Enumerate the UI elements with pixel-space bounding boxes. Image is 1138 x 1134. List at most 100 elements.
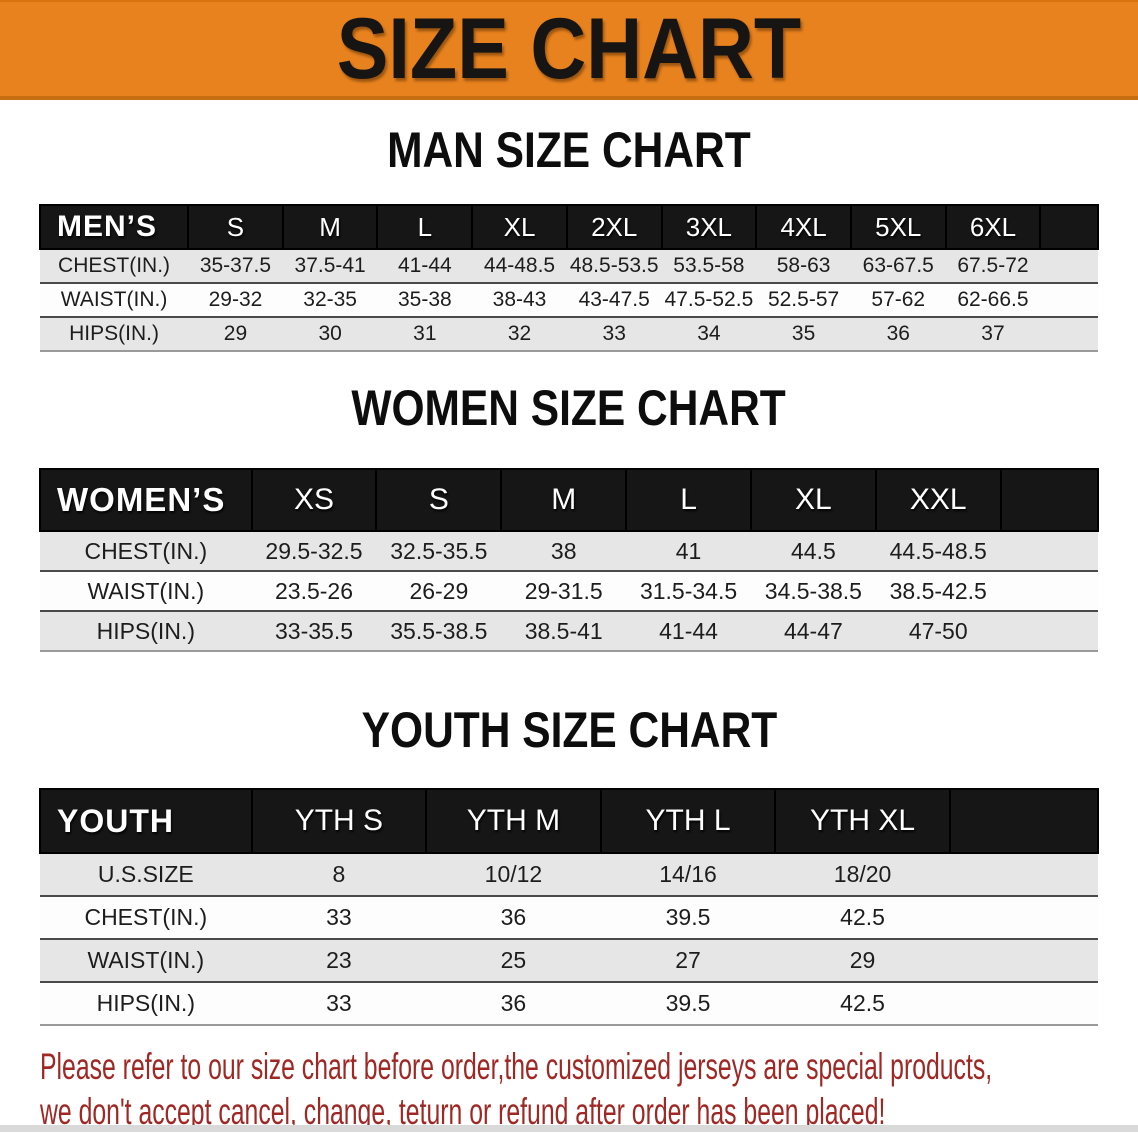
cell: 38.5-41 [501, 610, 627, 652]
spacer-cell [948, 788, 1100, 854]
cell: 35.5-38.5 [376, 610, 502, 652]
cell: 47-50 [875, 610, 1001, 652]
men-col-header: 4XL [755, 204, 852, 250]
men-col-header: 3XL [660, 204, 758, 250]
men-col-header: 2XL [565, 204, 663, 250]
cell: 43-47.5 [566, 282, 662, 317]
cell: 47.5-52.5 [661, 282, 757, 317]
men-col-header: 6XL [944, 204, 1042, 250]
spacer-cell [1000, 610, 1098, 652]
table-row: HIPS(IN.) 33 36 39.5 42.5 [40, 981, 1098, 1026]
cell: 41 [626, 530, 751, 571]
cell: 44-47 [750, 610, 876, 652]
women-header-label: WOMEN’S [39, 468, 253, 532]
cell: 29 [188, 316, 283, 352]
cell: 42.5 [775, 981, 950, 1026]
cell: 33 [251, 895, 427, 939]
cell: 33 [566, 316, 662, 352]
women-section-title: WOMEN SIZE CHART [0, 382, 1138, 444]
cell: 35-37.5 [188, 248, 283, 283]
spacer-cell [949, 938, 1098, 982]
youth-section-title-text: YOUTH SIZE CHART [361, 702, 777, 758]
spacer-cell [949, 981, 1098, 1026]
cell: 58-63 [756, 248, 851, 283]
cell: 8 [251, 852, 427, 896]
cell: 57-62 [850, 282, 946, 317]
men-section-title: MAN SIZE CHART [0, 124, 1138, 186]
size-chart-banner: SIZE CHART [0, 0, 1138, 100]
women-col-header: M [500, 468, 628, 532]
row-label: WAIST(IN.) [40, 938, 252, 982]
disclaimer: Please refer to our size chart before or… [40, 1044, 1138, 1134]
bottom-edge-strip [0, 1125, 1138, 1132]
men-header-label: MEN’S [38, 204, 190, 250]
table-row: CHEST(IN.) 35-37.5 37.5-41 41-44 44-48.5… [40, 248, 1098, 283]
youth-header-row: YOUTH YTH S YTH M YTH L YTH XL [39, 788, 1100, 854]
men-col-header: L [376, 204, 474, 250]
cell: 39.5 [600, 981, 776, 1026]
cell: 67.5-72 [945, 248, 1041, 283]
spacer-cell [1000, 530, 1098, 571]
youth-col-header: YTH L [599, 788, 777, 854]
cell: 30 [282, 316, 378, 352]
cell: 38.5-42.5 [875, 570, 1001, 611]
cell: 38-43 [472, 282, 567, 317]
youth-header-label: YOUTH [39, 788, 253, 854]
table-row: WAIST(IN.) 23 25 27 29 [40, 938, 1098, 982]
spacer-cell [1000, 570, 1098, 611]
cell: 35-38 [377, 282, 473, 317]
cell: 29.5-32.5 [251, 530, 377, 571]
spacer-cell [1040, 248, 1098, 283]
cell: 23 [251, 938, 427, 982]
row-label: WAIST(IN.) [40, 282, 189, 317]
women-section-title-text: WOMEN SIZE CHART [351, 380, 787, 436]
cell: 39.5 [600, 895, 776, 939]
table-row: HIPS(IN.) 33-35.5 35.5-38.5 38.5-41 41-4… [40, 610, 1098, 652]
women-col-header: XS [250, 468, 378, 532]
cell: 29-31.5 [501, 570, 627, 611]
cell: 48.5-53.5 [566, 248, 662, 283]
men-header-row: MEN’S S M L XL 2XL 3XL 4XL 5XL 6XL [38, 204, 1099, 250]
youth-col-header: YTH XL [774, 788, 951, 854]
cell: 37 [945, 316, 1041, 352]
women-size-table: WOMEN’S XS S M L XL XXL CHEST(IN.) 29.5-… [39, 468, 1100, 652]
row-label: HIPS(IN.) [40, 316, 189, 352]
cell: 52.5-57 [756, 282, 851, 317]
spacer-cell [1040, 282, 1098, 317]
cell: 23.5-26 [251, 570, 377, 611]
cell: 32 [472, 316, 567, 352]
men-col-header: XL [471, 204, 568, 250]
spacer-cell [999, 468, 1100, 532]
cell: 63-67.5 [850, 248, 946, 283]
table-row: WAIST(IN.) 23.5-26 26-29 29-31.5 31.5-34… [40, 570, 1098, 611]
youth-size-table: YOUTH YTH S YTH M YTH L YTH XL U.S.SIZE … [39, 788, 1100, 1026]
cell: 42.5 [775, 895, 950, 939]
spacer-cell [949, 852, 1098, 896]
banner-title: SIZE CHART [336, 0, 802, 97]
disclaimer-line-1: Please refer to our size chart before or… [40, 1046, 993, 1087]
cell: 35 [756, 316, 851, 352]
cell: 32.5-35.5 [376, 530, 502, 571]
cell: 31 [377, 316, 473, 352]
spacer-cell [949, 895, 1098, 939]
women-col-header: XL [749, 468, 877, 532]
cell: 25 [426, 938, 601, 982]
row-label: HIPS(IN.) [40, 610, 252, 652]
cell: 10/12 [426, 852, 601, 896]
cell: 41-44 [626, 610, 751, 652]
men-col-header: 5XL [849, 204, 947, 250]
cell: 44.5 [750, 530, 876, 571]
row-label: CHEST(IN.) [40, 530, 252, 571]
row-label: HIPS(IN.) [40, 981, 252, 1026]
table-row: CHEST(IN.) 33 36 39.5 42.5 [40, 895, 1098, 939]
men-col-header: M [281, 204, 379, 250]
men-section-title-text: MAN SIZE CHART [387, 122, 751, 178]
cell: 27 [600, 938, 776, 982]
women-col-header: XXL [874, 468, 1002, 532]
youth-section-title: YOUTH SIZE CHART [0, 704, 1138, 766]
table-row: U.S.SIZE 8 10/12 14/16 18/20 [40, 852, 1098, 896]
women-col-header: L [625, 468, 752, 532]
row-label: U.S.SIZE [40, 852, 252, 896]
cell: 44-48.5 [472, 248, 567, 283]
cell: 29 [775, 938, 950, 982]
